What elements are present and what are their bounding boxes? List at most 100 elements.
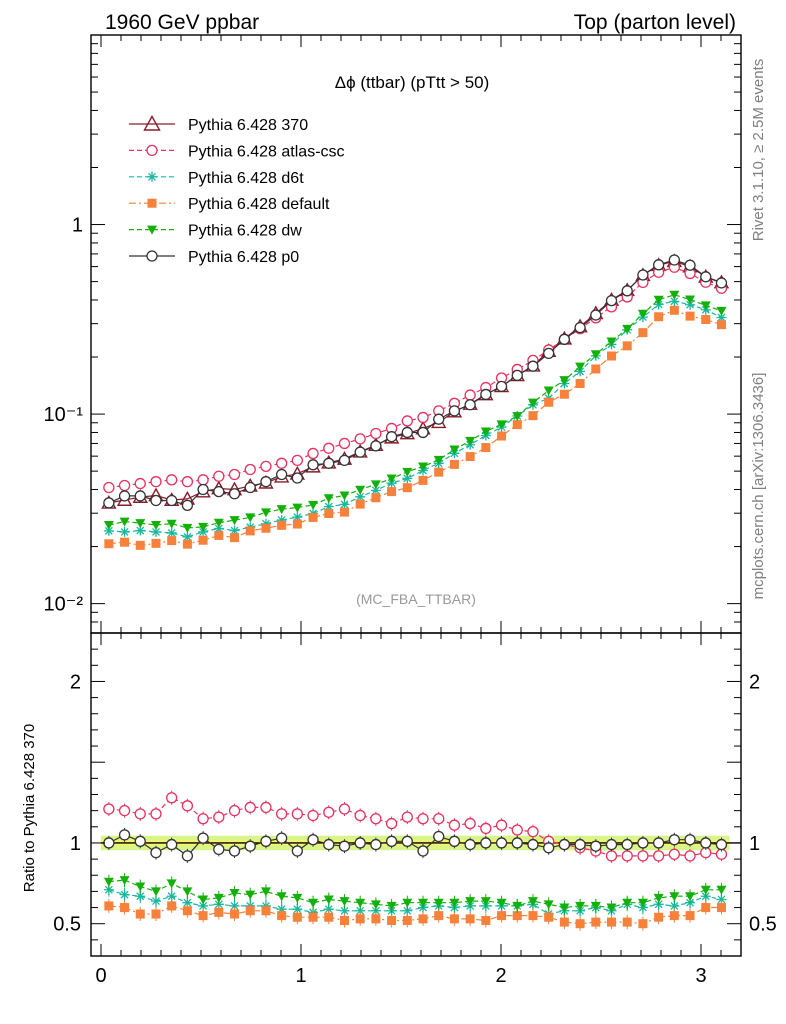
data-point bbox=[465, 914, 475, 924]
ratio-line bbox=[108, 889, 722, 915]
rivet-label: Rivet 3.1.10, ≥ 2.5M events bbox=[750, 59, 767, 242]
data-point bbox=[402, 467, 413, 477]
data-point bbox=[465, 897, 476, 907]
data-point bbox=[197, 483, 209, 496]
data-point bbox=[150, 846, 162, 859]
data-point bbox=[355, 898, 366, 908]
data-point bbox=[669, 892, 680, 902]
data-point bbox=[606, 903, 617, 913]
data-point bbox=[182, 523, 193, 533]
data-point bbox=[260, 476, 272, 488]
data-point bbox=[354, 446, 366, 458]
data-point bbox=[166, 891, 177, 902]
data-point bbox=[244, 840, 256, 852]
data-point bbox=[181, 850, 194, 862]
data-point bbox=[590, 840, 602, 852]
legend-entry: Pythia 6.428 dw bbox=[129, 223, 302, 240]
y-tick-label: 10⁻¹ bbox=[44, 404, 84, 426]
data-point bbox=[229, 525, 240, 536]
ratio-panel bbox=[100, 790, 741, 931]
data-point bbox=[433, 455, 444, 465]
data-point bbox=[370, 427, 382, 440]
data-point bbox=[543, 347, 555, 360]
data-point bbox=[244, 481, 256, 494]
data-point bbox=[260, 460, 272, 473]
data-point bbox=[652, 837, 665, 849]
legend-label: Pythia 6.428 d6t bbox=[188, 170, 304, 187]
data-point bbox=[323, 904, 334, 915]
data-point bbox=[575, 379, 585, 389]
data-point bbox=[213, 843, 225, 856]
analysis-watermark: (MC_FBA_TTBAR) bbox=[356, 591, 476, 607]
ratio-tick-label-left: 2 bbox=[70, 671, 81, 693]
data-point bbox=[292, 893, 303, 903]
data-point bbox=[166, 792, 178, 804]
ratio-series-pythia-6-428-default bbox=[104, 898, 726, 931]
data-point bbox=[291, 472, 303, 484]
data-point bbox=[245, 906, 255, 916]
data-point bbox=[198, 911, 208, 921]
collision-label: 1960 GeV ppbar bbox=[105, 11, 259, 34]
data-point bbox=[323, 494, 334, 504]
data-point bbox=[275, 468, 288, 481]
data-point bbox=[182, 887, 193, 897]
data-point bbox=[338, 803, 351, 815]
data-point bbox=[146, 144, 158, 157]
data-point bbox=[103, 877, 114, 887]
data-point bbox=[511, 837, 523, 849]
data-point bbox=[417, 426, 429, 439]
data-point bbox=[385, 835, 398, 847]
data-point bbox=[103, 803, 115, 815]
data-point bbox=[685, 295, 696, 305]
data-point bbox=[527, 825, 539, 838]
data-point bbox=[605, 838, 618, 851]
data-point bbox=[528, 411, 538, 421]
x-tick-label: 3 bbox=[695, 965, 706, 987]
ratio-tick-label-left: 1 bbox=[70, 833, 81, 855]
data-point bbox=[166, 474, 178, 486]
data-point bbox=[433, 830, 445, 843]
data-point bbox=[147, 198, 157, 208]
data-point bbox=[323, 442, 335, 454]
data-point bbox=[700, 885, 711, 895]
data-point bbox=[700, 301, 711, 311]
data-point bbox=[198, 535, 208, 545]
data-point bbox=[355, 905, 366, 916]
legend-label: Pythia 6.428 370 bbox=[188, 117, 308, 134]
data-point bbox=[229, 889, 240, 899]
ratio-series-pythia-6-428-p0 bbox=[103, 827, 728, 863]
data-point bbox=[370, 485, 381, 496]
data-point bbox=[652, 259, 665, 271]
data-point bbox=[245, 513, 256, 523]
data-point bbox=[308, 898, 319, 908]
series-pythia-6-428-default bbox=[104, 305, 726, 550]
data-point bbox=[150, 808, 162, 820]
legend-entry: Pythia 6.428 p0 bbox=[129, 249, 299, 266]
data-point bbox=[481, 443, 491, 453]
data-point bbox=[685, 299, 696, 310]
data-point bbox=[401, 811, 413, 823]
data-point bbox=[181, 800, 194, 812]
data-point bbox=[150, 520, 161, 530]
data-point bbox=[402, 473, 413, 484]
legend-label: Pythia 6.428 p0 bbox=[188, 249, 299, 266]
data-point bbox=[575, 901, 586, 911]
data-point bbox=[323, 895, 334, 905]
data-point bbox=[166, 494, 178, 507]
data-point bbox=[134, 490, 146, 502]
data-point bbox=[449, 459, 459, 469]
data-point bbox=[135, 882, 146, 892]
data-point bbox=[228, 805, 241, 817]
ratio-tick-label-left: 0.5 bbox=[53, 914, 81, 936]
data-point bbox=[512, 911, 522, 921]
data-point bbox=[370, 838, 382, 851]
data-point bbox=[637, 309, 648, 319]
data-point bbox=[120, 903, 130, 913]
data-point bbox=[637, 898, 648, 908]
data-point bbox=[401, 835, 413, 847]
data-point bbox=[338, 840, 351, 852]
data-point bbox=[558, 838, 571, 851]
data-point bbox=[103, 497, 115, 509]
data-point bbox=[370, 440, 382, 452]
